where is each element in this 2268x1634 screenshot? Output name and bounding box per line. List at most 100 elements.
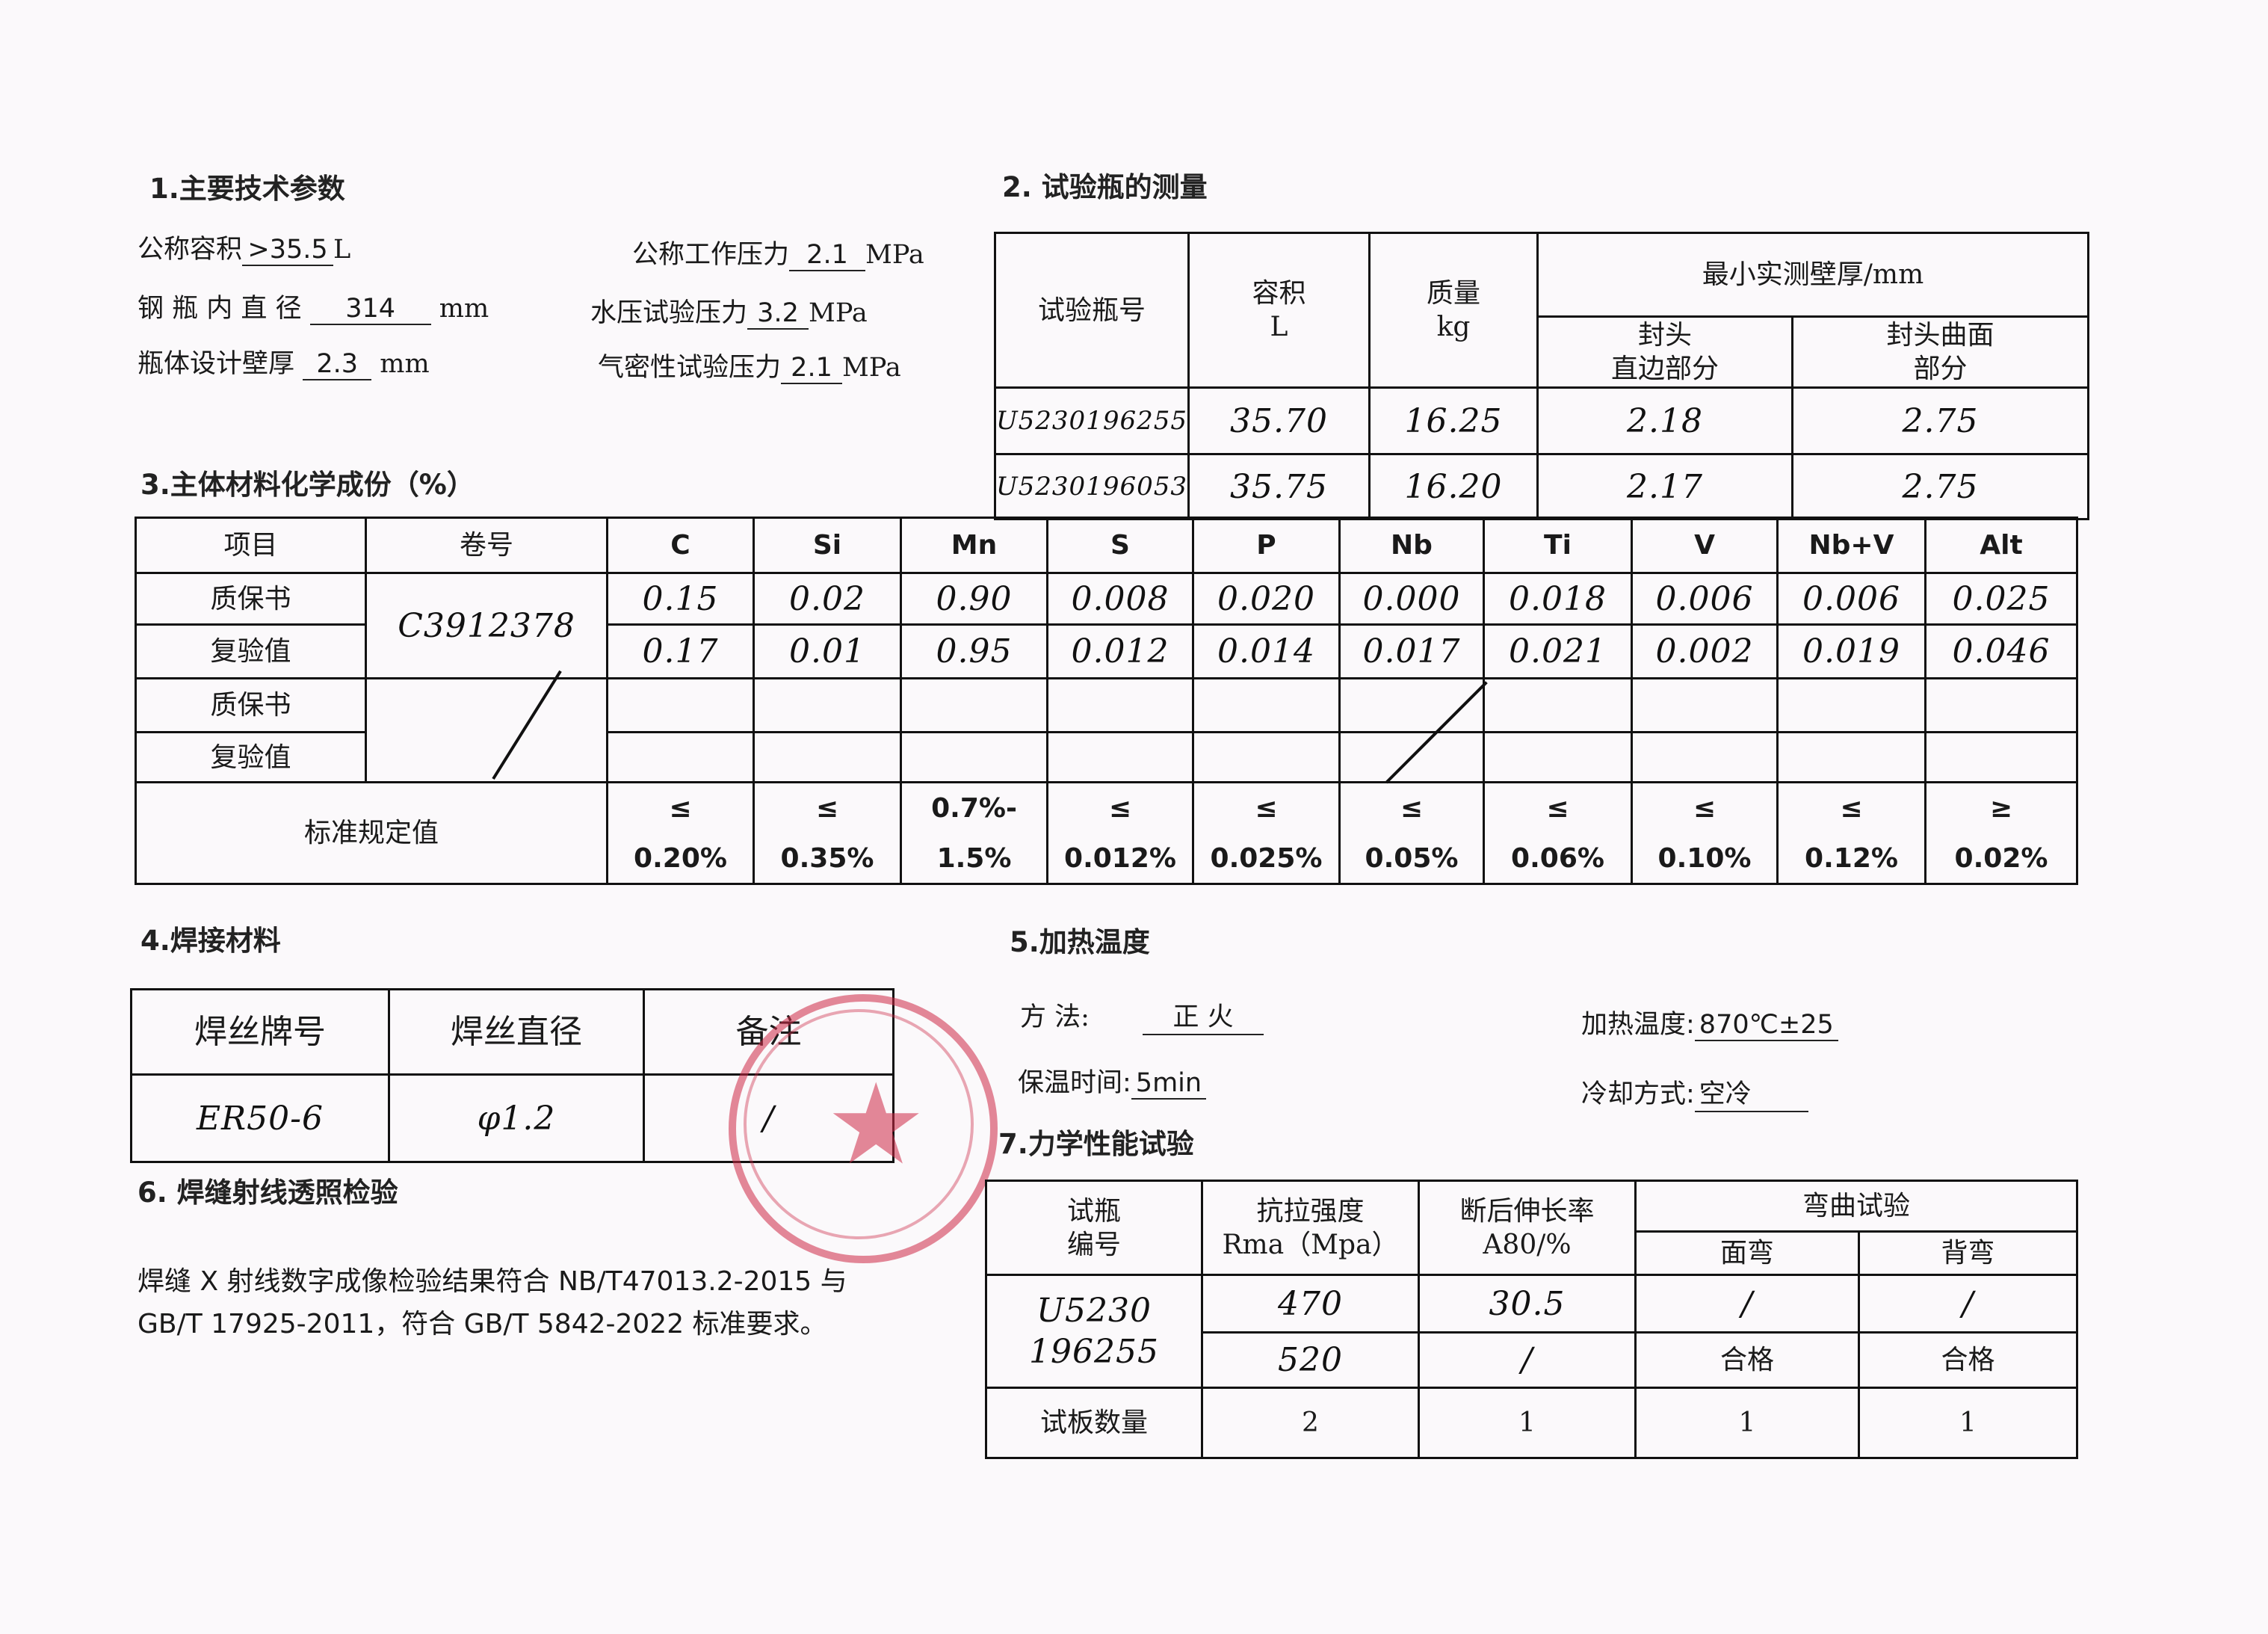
working-pressure: 公称工作压力 2.1 MPa xyxy=(632,233,924,271)
nominal-volume: 公称容积 >35.5 L xyxy=(137,228,350,266)
elongation: 30.5 xyxy=(1418,1274,1637,1334)
volume-unit: L xyxy=(1270,312,1288,342)
standard-cell: ≤0.12% xyxy=(1776,781,1926,885)
label: 气密性试验压力 xyxy=(598,353,782,383)
table-row: 复验值 0.17 0.01 0.95 0.012 0.014 0.017 0.021 0.002… xyxy=(135,623,2078,679)
value-cell xyxy=(900,677,1048,733)
standard-cell: ≤0.20% xyxy=(606,781,755,885)
value: 2.1 xyxy=(781,353,843,384)
value-cell: 0.002 xyxy=(1631,623,1779,679)
value-cell: 0.008 xyxy=(1046,572,1194,626)
value: 2.3 xyxy=(303,349,372,380)
standard-operator: ≤ xyxy=(1400,792,1424,824)
standard-cell: ≤0.10% xyxy=(1631,781,1779,885)
header-wire-diameter: 焊丝直径 xyxy=(388,988,645,1076)
table-row: 质保书 xyxy=(135,677,2078,783)
count: 1 xyxy=(1634,1387,1860,1459)
value-cell: 0.019 xyxy=(1776,623,1926,679)
standard-operator: ≤ xyxy=(1255,792,1278,824)
value-cell xyxy=(606,677,755,733)
wall-thickness: 瓶体设计壁厚 2.3 mm xyxy=(137,342,430,380)
heat-temperature: 加热温度: 870℃±25 xyxy=(1581,1003,1838,1041)
label: 钢 瓶 内 直 径 xyxy=(137,294,302,324)
value: 314 xyxy=(309,294,431,325)
row-label: 质保书 xyxy=(135,572,367,626)
label: 加热温度: xyxy=(1581,1010,1695,1040)
value: 空冷 xyxy=(1694,1073,1808,1112)
value-cell: 0.017 xyxy=(1338,623,1485,679)
bottle-measurement-table: 试验瓶号 容积 L 质量 kg 最小实测壁厚/mm 封头 直边部分 封头曲面 部分 … xyxy=(994,232,2089,520)
wire-brand: ER50-6 xyxy=(130,1073,390,1163)
section1-title: 1.主要技术参数 xyxy=(149,173,345,205)
value: 3.2 xyxy=(747,298,809,330)
standard-value: 0.02% xyxy=(1954,842,2048,874)
header-min-thickness: 最小实测壁厚/mm xyxy=(1536,232,2089,318)
unit: L xyxy=(333,235,351,265)
bottle-no: U5230196255 xyxy=(994,386,1190,455)
elongation: / xyxy=(1418,1331,1637,1389)
header-element: Si xyxy=(753,517,902,574)
value: 870℃±25 xyxy=(1694,1010,1838,1041)
header-coil: 卷号 xyxy=(365,517,608,574)
standard-value: 1.5% xyxy=(936,842,1012,874)
header-face-bend: 面弯 xyxy=(1634,1230,1860,1276)
section4-title: 4.焊接材料 xyxy=(140,925,281,957)
official-seal-inner-ring xyxy=(744,1009,974,1239)
label: 冷却方式: xyxy=(1581,1079,1695,1109)
label: 公称工作压力 xyxy=(632,240,790,270)
standard-operator: ≤ xyxy=(815,792,839,824)
mass: 16.20 xyxy=(1368,453,1539,520)
chemical-composition-table: 项目 卷号 C Si Mn S P Nb Ti V Nb+V Alt 质保书 C3912378 0.15 0.… xyxy=(135,517,2078,885)
value: 2.1 xyxy=(789,240,866,271)
header-curved: 封头曲面 部分 xyxy=(1791,315,2089,389)
value: 正 火 xyxy=(1143,996,1264,1035)
value-cell xyxy=(1483,731,1633,783)
bottle-no: U5230 196255 xyxy=(985,1274,1203,1389)
heat-method: 方 法: 正 火 xyxy=(1020,996,1264,1035)
header-element: Mn xyxy=(900,517,1048,574)
value-cell: 0.018 xyxy=(1483,572,1633,626)
tensile: 470 xyxy=(1201,1274,1420,1334)
standard-label: 标准规定值 xyxy=(135,781,608,885)
standard-operator: 0.7%- xyxy=(931,792,1017,824)
wire-diameter: φ1.2 xyxy=(388,1073,645,1163)
header-bottle: 试瓶 编号 xyxy=(985,1180,1203,1276)
value-cell: 0.90 xyxy=(900,572,1048,626)
holding-time: 保温时间: 5min xyxy=(1018,1061,1207,1100)
label: 瓶体设计壁厚 xyxy=(137,349,295,379)
header-bend: 弯曲试验 xyxy=(1634,1180,2079,1233)
value-cell xyxy=(753,731,902,783)
standard-value: 0.06% xyxy=(1511,842,1604,874)
header-element: V xyxy=(1631,517,1779,574)
value-cell: 0.006 xyxy=(1631,572,1779,626)
standard-cell: ≤0.35% xyxy=(753,781,902,885)
section3-title: 3.主体材料化学成份（%） xyxy=(140,469,475,501)
volume: 35.70 xyxy=(1187,386,1371,455)
unit: MPa xyxy=(842,353,901,383)
header-elongation: 断后伸长率 A80/% xyxy=(1418,1180,1637,1276)
mechanical-test-table: 试瓶 编号 抗拉强度 Rma（Mpa） 断后伸长率 A80/% 弯曲试验 面弯 … xyxy=(985,1180,2079,1459)
header-back-bend: 背弯 xyxy=(1857,1230,2079,1276)
value-cell xyxy=(1192,677,1341,733)
value-cell xyxy=(1046,677,1194,733)
seal-star-icon: ★ xyxy=(826,1060,927,1190)
unit: mm xyxy=(380,349,430,379)
section5-title: 5.加热温度 xyxy=(1010,926,1150,958)
table-row: U5230196255 35.70 16.25 2.18 2.75 xyxy=(994,386,2089,455)
table-row: 复验值 xyxy=(135,731,2078,783)
count: 1 xyxy=(1857,1387,2079,1459)
value-cell: 0.95 xyxy=(900,623,1048,679)
value-cell: 0.000 xyxy=(1338,572,1485,626)
standard-cell: ≥0.02% xyxy=(1924,781,2078,885)
table-row: U5230 196255 470 30.5 / / xyxy=(985,1274,2079,1389)
mass-label: 质量 xyxy=(1426,278,1480,309)
curved-thickness: 2.75 xyxy=(1791,453,2089,520)
value-cell: 0.15 xyxy=(606,572,755,626)
standard-row: 标准规定值 ≤0.20% ≤0.35% 0.7%- 1.5% ≤0.012% ≤0.025%… xyxy=(135,781,2078,885)
table-row: 试板数量 2 1 1 1 xyxy=(985,1387,2079,1459)
value-cell xyxy=(606,731,755,783)
mass: 16.25 xyxy=(1368,386,1539,455)
row-label: 复验值 xyxy=(135,623,367,679)
section7-title: 7.力学性能试验 xyxy=(998,1128,1194,1160)
value-cell xyxy=(753,677,902,733)
